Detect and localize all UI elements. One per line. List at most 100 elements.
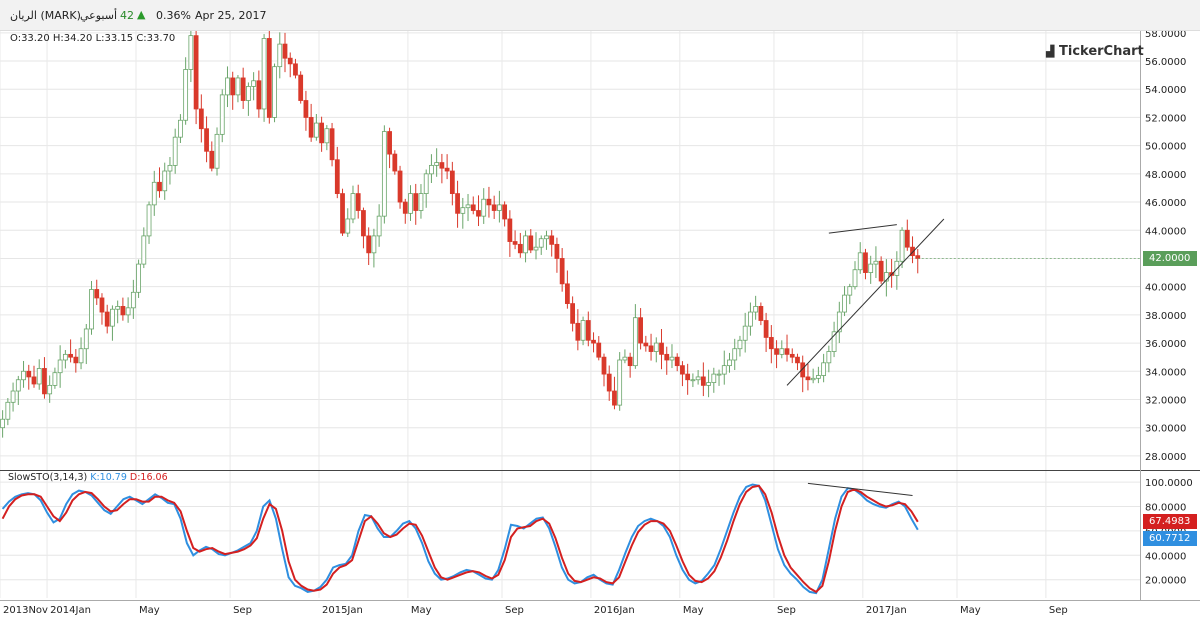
x-tick-label: Sep (777, 605, 796, 616)
candle-body (517, 243, 523, 254)
change-percent: 0.36% (156, 9, 191, 22)
resistance-trendline (828, 224, 897, 234)
candle-body (251, 80, 257, 87)
sto-tick-label: 40.0000 (1145, 551, 1186, 562)
rising-support-trendline (786, 218, 945, 386)
candle-body (73, 356, 79, 364)
candle-body (852, 269, 858, 288)
up-arrow-icon: ▲ (137, 8, 146, 21)
candle-body (89, 289, 94, 330)
candle-body (601, 356, 607, 375)
candle-body (423, 173, 429, 194)
price-tick-label: 50.0000 (1145, 142, 1186, 153)
candle-body (334, 159, 340, 194)
candle-body (685, 373, 691, 381)
candle-body (130, 291, 136, 309)
candle-body (502, 204, 508, 220)
candle-body (627, 356, 633, 367)
candle-body (381, 131, 387, 217)
candle-body (674, 356, 680, 367)
x-tick-label: 2014Jan (50, 605, 91, 616)
candle-body (491, 204, 497, 211)
candle-body (319, 122, 324, 144)
candle-body (664, 353, 670, 361)
candle-body (366, 235, 372, 254)
candle-body (512, 241, 518, 245)
candle-body (62, 353, 68, 361)
candle-body (413, 193, 419, 211)
candle-body (585, 320, 591, 341)
candle-body (324, 128, 330, 144)
candle-body (57, 359, 63, 374)
symbol-title[interactable]: الريان (MARK) (10, 9, 81, 22)
candle-body (439, 162, 445, 169)
candle-body (737, 339, 743, 350)
price-tick-label: 34.0000 (1145, 367, 1186, 378)
indicator-label: SlowSTO(3,14,3) K:10.79 D:16.06 (8, 472, 168, 483)
candle-body (387, 131, 392, 155)
candle-body (214, 133, 220, 169)
candle-body (836, 311, 842, 333)
candle-body (272, 66, 277, 118)
candle-body (915, 255, 921, 259)
candle-body (10, 390, 16, 403)
candle-body (434, 162, 440, 166)
candle-body (612, 390, 617, 406)
candle-body (418, 193, 424, 211)
candle-body (42, 368, 47, 395)
candle-body (235, 77, 241, 96)
candle-body (110, 308, 115, 327)
candle-body (120, 306, 126, 316)
candle-body (329, 128, 335, 161)
price-tick-label: 28.0000 (1145, 452, 1186, 463)
indicator-name[interactable]: SlowSTO(3,14,3) (8, 472, 88, 483)
price-tick-label: 30.0000 (1145, 424, 1186, 435)
candle-body (768, 337, 774, 350)
candle-body (716, 373, 722, 376)
candle-body (277, 43, 283, 68)
candle-body (648, 345, 654, 352)
candle-body (486, 198, 492, 206)
price-tick-label: 36.0000 (1145, 339, 1186, 350)
candle-body (606, 373, 612, 392)
x-tick-label: 2017Jan (866, 605, 907, 616)
candle-body (340, 193, 345, 234)
candle-body (774, 348, 779, 355)
sto-tick-label: 80.0000 (1145, 503, 1186, 514)
period-label[interactable]: أسبوعي (80, 9, 118, 22)
candle-body (198, 108, 204, 130)
candle-body (99, 297, 105, 313)
candle-body (863, 252, 868, 273)
candle-body (444, 167, 450, 172)
candle-body (653, 342, 659, 352)
price-tick-label: 56.0000 (1145, 57, 1186, 68)
candle-body (669, 356, 675, 361)
candle-body (350, 193, 356, 220)
candle-body (376, 215, 382, 237)
candle-body (544, 235, 549, 240)
date-label: Apr 25, 2017 (195, 9, 267, 22)
candle-body (266, 38, 272, 118)
candle-body (209, 150, 215, 169)
candle-body (700, 376, 706, 386)
ticker-logo: ▟ TickerChart (1046, 44, 1144, 59)
sto-tick-label: 20.0000 (1145, 576, 1186, 587)
candle-body (136, 263, 141, 293)
candle-body (402, 201, 408, 214)
price-tick-label: 32.0000 (1145, 395, 1186, 406)
candle-body (141, 235, 147, 265)
candle-body (805, 376, 811, 381)
sto-tick-label: 100.0000 (1145, 478, 1193, 489)
candle-body (868, 263, 874, 273)
candle-body (711, 373, 717, 383)
candle-body (847, 286, 853, 296)
price-tick-label: 58.0000 (1145, 29, 1186, 40)
candle-body (831, 331, 837, 352)
candle-body (638, 317, 643, 344)
candle-body (789, 353, 795, 358)
candle-body (695, 376, 701, 381)
d-line (1, 484, 919, 594)
candle-body (0, 418, 6, 429)
candle-body (742, 325, 748, 341)
candle-body (287, 57, 293, 65)
